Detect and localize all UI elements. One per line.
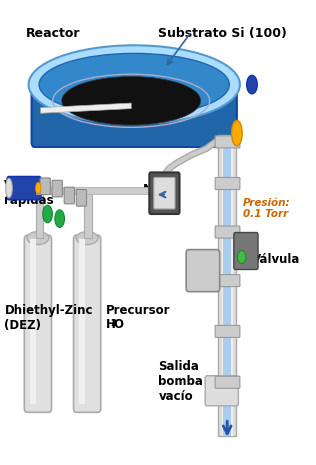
Text: Salida
bomba de
vacío: Salida bomba de vacío xyxy=(158,359,224,403)
Text: 2: 2 xyxy=(111,319,117,328)
Text: H: H xyxy=(106,318,115,331)
Ellipse shape xyxy=(232,120,242,146)
Bar xyxy=(30,239,36,404)
Text: 2: 2 xyxy=(147,184,154,194)
Text: Substrato Si (100): Substrato Si (100) xyxy=(158,27,287,40)
Text: O: O xyxy=(113,318,123,331)
FancyBboxPatch shape xyxy=(52,180,62,197)
Ellipse shape xyxy=(39,53,229,116)
Ellipse shape xyxy=(43,205,52,223)
FancyBboxPatch shape xyxy=(149,173,179,214)
Bar xyxy=(218,135,236,436)
Ellipse shape xyxy=(62,77,201,125)
Bar xyxy=(222,135,233,436)
Text: Reactor: Reactor xyxy=(26,27,80,40)
FancyBboxPatch shape xyxy=(215,136,240,148)
FancyBboxPatch shape xyxy=(7,177,41,199)
Text: Válvulas
rápidas: Válvulas rápidas xyxy=(4,179,60,207)
Text: Presión:
0.1 Torr: Presión: 0.1 Torr xyxy=(243,198,290,219)
Bar xyxy=(84,192,92,238)
Text: Dhiethyl-Zinc
(DEZ): Dhiethyl-Zinc (DEZ) xyxy=(4,304,93,332)
FancyBboxPatch shape xyxy=(74,235,101,412)
FancyBboxPatch shape xyxy=(215,376,240,388)
Text: Precursor: Precursor xyxy=(106,304,170,317)
Ellipse shape xyxy=(238,251,246,264)
Ellipse shape xyxy=(28,45,240,124)
Ellipse shape xyxy=(55,210,64,227)
Ellipse shape xyxy=(247,75,257,94)
FancyBboxPatch shape xyxy=(154,178,175,209)
Bar xyxy=(223,135,231,436)
FancyBboxPatch shape xyxy=(234,232,258,270)
FancyBboxPatch shape xyxy=(186,250,220,292)
Text: N: N xyxy=(143,183,153,196)
Ellipse shape xyxy=(27,232,49,245)
FancyBboxPatch shape xyxy=(32,82,237,147)
Ellipse shape xyxy=(6,179,12,198)
Polygon shape xyxy=(41,103,131,113)
Bar xyxy=(79,239,85,404)
FancyBboxPatch shape xyxy=(215,274,240,286)
Bar xyxy=(36,192,43,238)
FancyBboxPatch shape xyxy=(215,326,240,338)
Ellipse shape xyxy=(76,232,98,245)
FancyBboxPatch shape xyxy=(40,178,50,194)
Bar xyxy=(36,187,152,194)
FancyBboxPatch shape xyxy=(215,178,240,190)
FancyBboxPatch shape xyxy=(24,235,52,412)
Ellipse shape xyxy=(35,182,41,194)
FancyBboxPatch shape xyxy=(215,226,240,238)
FancyBboxPatch shape xyxy=(76,190,87,206)
FancyBboxPatch shape xyxy=(64,187,75,204)
Text: Válvula: Válvula xyxy=(252,253,300,266)
FancyBboxPatch shape xyxy=(205,376,238,406)
